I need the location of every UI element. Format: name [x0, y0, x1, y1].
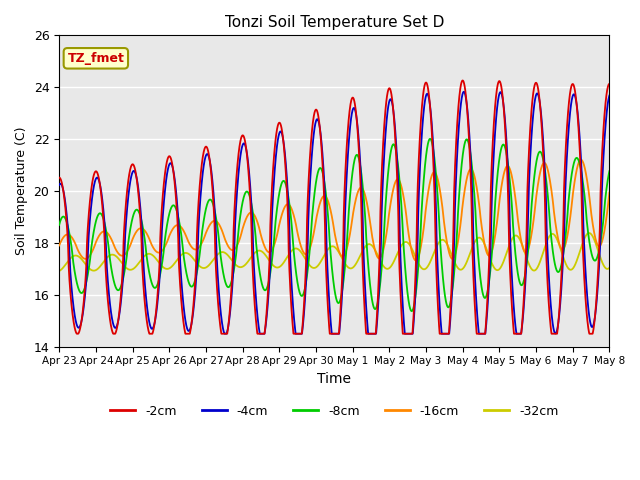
-2cm [605, 81, 613, 87]
-16cm [118, 253, 125, 259]
-8cm [118, 281, 125, 287]
-8cm [150, 285, 158, 291]
-32cm [595, 250, 603, 255]
-8cm [408, 308, 415, 314]
-16cm [266, 249, 274, 255]
-32cm [55, 268, 63, 274]
-16cm [55, 242, 63, 248]
-4cm [118, 289, 125, 295]
-2cm [291, 331, 298, 336]
-8cm [266, 271, 274, 277]
-2cm [536, 98, 543, 104]
-2cm [266, 223, 274, 228]
-32cm [266, 259, 274, 264]
-16cm [605, 190, 613, 195]
Line: -4cm: -4cm [59, 92, 609, 334]
-32cm [605, 265, 613, 271]
-4cm [266, 261, 274, 266]
-32cm [585, 230, 593, 236]
-16cm [412, 258, 420, 264]
Title: Tonzi Soil Temperature Set D: Tonzi Soil Temperature Set D [225, 15, 444, 30]
-16cm [595, 243, 603, 249]
Y-axis label: Soil Temperature (C): Soil Temperature (C) [15, 127, 28, 255]
-8cm [290, 252, 298, 257]
-2cm [55, 175, 63, 180]
-16cm [536, 173, 543, 179]
-4cm [291, 317, 298, 323]
-16cm [577, 157, 585, 163]
X-axis label: Time: Time [317, 372, 351, 386]
Line: -32cm: -32cm [59, 233, 609, 271]
-2cm [151, 320, 159, 325]
-8cm [55, 222, 63, 228]
-32cm [290, 246, 298, 252]
-2cm [595, 251, 603, 256]
-16cm [290, 214, 298, 219]
Line: -2cm: -2cm [59, 81, 609, 334]
-32cm [150, 254, 158, 260]
-4cm [536, 99, 543, 105]
-2cm [73, 331, 81, 336]
-4cm [221, 331, 228, 336]
-2cm [118, 276, 126, 282]
-8cm [536, 149, 543, 155]
-8cm [426, 136, 434, 142]
-4cm [595, 266, 603, 272]
Line: -16cm: -16cm [59, 160, 609, 261]
-32cm [118, 260, 125, 266]
-4cm [605, 93, 613, 98]
-4cm [460, 89, 468, 95]
-2cm [459, 78, 467, 84]
-8cm [595, 248, 603, 254]
-32cm [536, 261, 543, 266]
-4cm [150, 320, 158, 326]
-4cm [55, 182, 63, 188]
Text: TZ_fmet: TZ_fmet [67, 52, 124, 65]
-16cm [150, 247, 158, 252]
Legend: -2cm, -4cm, -8cm, -16cm, -32cm: -2cm, -4cm, -8cm, -16cm, -32cm [105, 400, 563, 423]
Line: -8cm: -8cm [59, 139, 609, 311]
-8cm [605, 168, 613, 174]
